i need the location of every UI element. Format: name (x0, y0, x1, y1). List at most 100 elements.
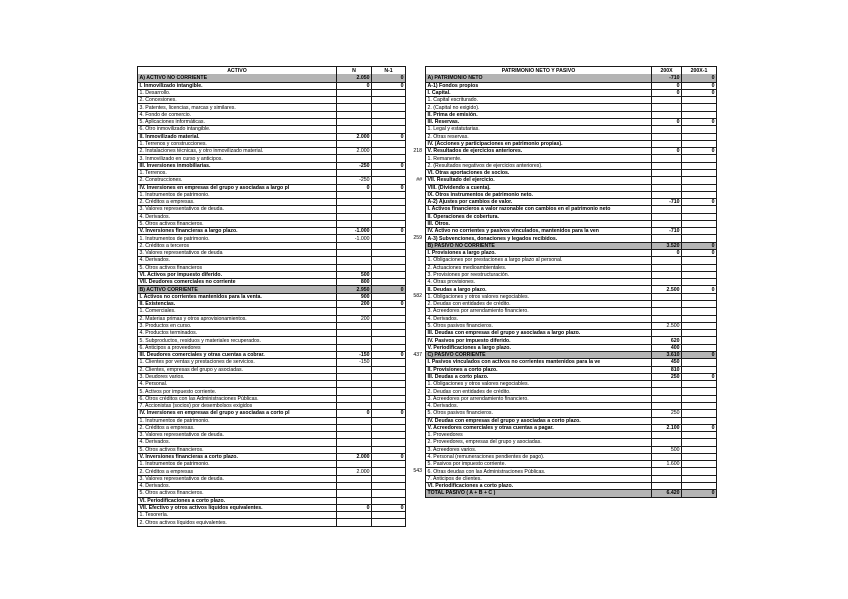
row-label: B) ACTIVO CORRIENTE (139, 286, 198, 293)
value-current-year: 2.950 (336, 286, 371, 293)
value-current-year (336, 250, 371, 257)
table-row: 3. Valores representativos de deuda. (138, 474, 405, 483)
table-row: 3. Valores representativos de deuda. (138, 205, 405, 213)
table-row: 7. Anticipos de clientes. (426, 474, 716, 483)
value-prior-year (371, 388, 405, 395)
table-row: V. Inversiones financieras a corto plazo… (138, 452, 405, 461)
value-prior-year (371, 446, 405, 453)
value-current-year: 800 (336, 279, 371, 286)
value-current-year: 0 (336, 410, 371, 417)
row-label: 5. Aplicaciones informáticas. (139, 119, 205, 126)
value-prior-year: 0 (371, 351, 405, 359)
value-current-year: 0 (651, 82, 681, 89)
table-row: 2. Materias primas y otros aprovisionami… (138, 314, 405, 322)
value-prior-year (371, 199, 405, 206)
value-current-year: 200 (336, 301, 371, 308)
table-row: 4. Fondo de comercio. (138, 110, 405, 118)
value-current-year: 2.000 (336, 148, 371, 155)
value-current-year (651, 381, 681, 388)
value-prior-year: 0 (681, 373, 716, 381)
table-row: VIII. (Dividendo a cuenta). (426, 183, 716, 191)
table-row: 6. Otros créditos con las Administracion… (138, 394, 405, 402)
value-prior-year: 0 (371, 453, 405, 461)
value-current-year: -1.000 (336, 235, 371, 242)
row-label: 1. Instrumentos de patrimonio. (139, 235, 210, 242)
row-label: III. Inversiones inmobiliarias. (139, 162, 211, 169)
table-row: II. Operaciones de cobertura. (426, 212, 716, 220)
value-current-year (651, 126, 681, 133)
table-row: 2. Otras reservas. (426, 132, 716, 140)
row-label: I. Inmovilizado intangible. (139, 82, 203, 89)
row-label: 4. Otras provisiones. (427, 279, 476, 286)
row-label: 3. Valores representativos de deuda. (139, 432, 224, 439)
table-row: 4. Otras provisiones. (426, 278, 716, 286)
value-prior-year (681, 177, 716, 184)
value-prior-year: 0 (681, 250, 716, 257)
value-current-year (336, 322, 371, 330)
value-prior-year: 0 (371, 301, 405, 308)
value-current-year: 400 (651, 344, 681, 351)
table-row: 5. Otros activos financieros. (138, 445, 405, 453)
table-row: 2. Deudas con entidades de crédito. (426, 387, 716, 395)
table-row: V. Acreedores comerciales y otras cuenta… (426, 423, 716, 432)
table-row: 4. Personal. (138, 380, 405, 388)
row-label: VII. Efectivo y otros activos líquidos e… (139, 505, 263, 512)
table-row: 1. Clientes por ventas y prestaciones de… (138, 358, 405, 366)
table-row: 3. Acreedores por arrendamiento financie… (426, 394, 716, 402)
table-row: IV. Pasivos por impuesto diferido. 620 (426, 336, 716, 344)
value-prior-year: 0 (371, 228, 405, 235)
column-header-n: N (336, 67, 371, 75)
row-label: 5. Activos por impuesto corriente. (139, 388, 217, 395)
row-label: I. Capital. (427, 89, 451, 96)
row-label: 5. Otros pasivos financieros. (427, 410, 493, 417)
table-row: I. Activos financieros a valor razonable… (426, 205, 716, 213)
value-current-year: -1.000 (336, 228, 371, 235)
table-row: 1. Instrumentos de patrimonio. (138, 190, 405, 199)
table-row: 5. Aplicaciones informáticas. (138, 117, 405, 126)
account-ref: ## (416, 176, 422, 183)
value-current-year (336, 446, 371, 453)
row-label: II. Operaciones de cobertura. (427, 213, 500, 220)
value-current-year (336, 344, 371, 351)
table-row: IV. Inversiones en empresas del grupo y … (138, 183, 405, 191)
table-row: 7. Accionistas (socios) por desembolsos … (138, 401, 405, 410)
row-label: C) PASIVO CORRIENTE (427, 352, 486, 359)
value-prior-year (681, 388, 716, 395)
row-label: 4. Derivados. (427, 403, 459, 410)
value-current-year (651, 111, 681, 118)
value-current-year (336, 366, 371, 373)
value-prior-year (681, 461, 716, 468)
value-prior-year: 0 (371, 504, 405, 512)
value-prior-year (371, 381, 405, 388)
value-prior-year (681, 301, 716, 308)
row-label: II. Deudas a largo plazo. (427, 286, 487, 293)
value-current-year: 250 (651, 410, 681, 417)
value-current-year (651, 402, 681, 410)
value-current-year: 2.500 (651, 322, 681, 330)
table-row: I. Pasivos vinculados con activos no cor… (426, 358, 716, 366)
value-prior-year (371, 177, 405, 184)
row-label: 2. Deudas con entidades de crédito. (427, 301, 511, 308)
value-current-year: 0 (651, 148, 681, 155)
value-current-year: 2.000 (336, 133, 371, 140)
row-label: 1. Comerciales. (139, 308, 176, 315)
value-prior-year (681, 402, 716, 410)
table-row: 2. Proveedores, empresas del grupo y aso… (426, 438, 716, 446)
value-current-year: 2.100 (651, 424, 681, 432)
row-label: 2. Otros activos líquidos equivalentes. (139, 519, 227, 526)
row-label: 3. Provisiones por reestructuración. (427, 272, 510, 279)
table-row: VII. Efectivo y otros activos líquidos e… (138, 503, 405, 512)
row-label: V. Resultados de ejercicios anteriores. (427, 148, 523, 155)
table-row: A) ACTIVO NO CORRIENTE 2.050 0 (138, 74, 405, 82)
table-row: III. Deudores comerciales y otras cuenta… (138, 350, 422, 359)
value-current-year (336, 169, 371, 177)
value-current-year: 0 (336, 184, 371, 191)
value-prior-year (681, 264, 716, 271)
row-label: 4. Derivados. (139, 257, 171, 264)
table-row: 2. Deudas con entidades de crédito. (426, 300, 716, 308)
table-row: 4. Derivados. (138, 438, 405, 446)
value-prior-year (371, 373, 405, 381)
value-prior-year (371, 293, 405, 300)
value-current-year: 0 (651, 250, 681, 257)
account-ref: 218 (413, 147, 422, 154)
